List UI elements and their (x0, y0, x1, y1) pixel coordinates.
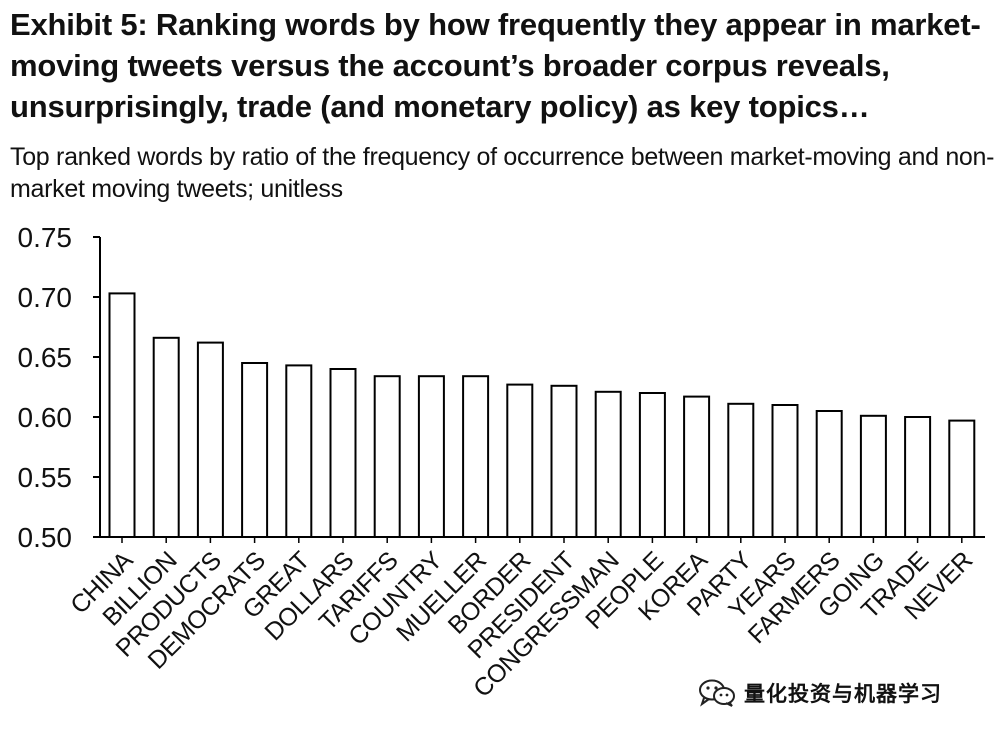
bar (373, 375, 401, 539)
bar (948, 419, 976, 539)
bar (815, 410, 843, 538)
bar (638, 392, 666, 538)
bar (329, 368, 357, 538)
bar (727, 402, 755, 538)
y-tick-label: 0.65 (18, 342, 73, 373)
bar (594, 390, 622, 538)
wechat-icon (699, 679, 735, 707)
y-tick-label: 0.70 (18, 282, 73, 313)
bar (152, 336, 180, 538)
bar (771, 404, 799, 538)
bar (241, 362, 269, 538)
bar (550, 384, 578, 538)
bar (506, 383, 534, 538)
watermark: 量化投资与机器学习 (698, 678, 942, 708)
chart-subtitle: Top ranked words by ratio of the frequen… (10, 143, 995, 203)
bar (285, 364, 313, 538)
y-tick-label: 0.50 (18, 522, 73, 553)
bar (108, 292, 136, 538)
chart-title: Exhibit 5: Ranking words by how frequent… (10, 7, 981, 124)
y-tick-label: 0.55 (18, 462, 73, 493)
bar (462, 375, 490, 539)
watermark-text: 量化投资与机器学习 (744, 682, 942, 706)
bar (683, 395, 711, 538)
bar (859, 414, 887, 538)
bar (904, 416, 932, 538)
y-tick-label: 0.75 (18, 222, 73, 253)
bar (417, 375, 445, 539)
y-tick-label: 0.60 (18, 402, 73, 433)
bar (196, 341, 224, 538)
